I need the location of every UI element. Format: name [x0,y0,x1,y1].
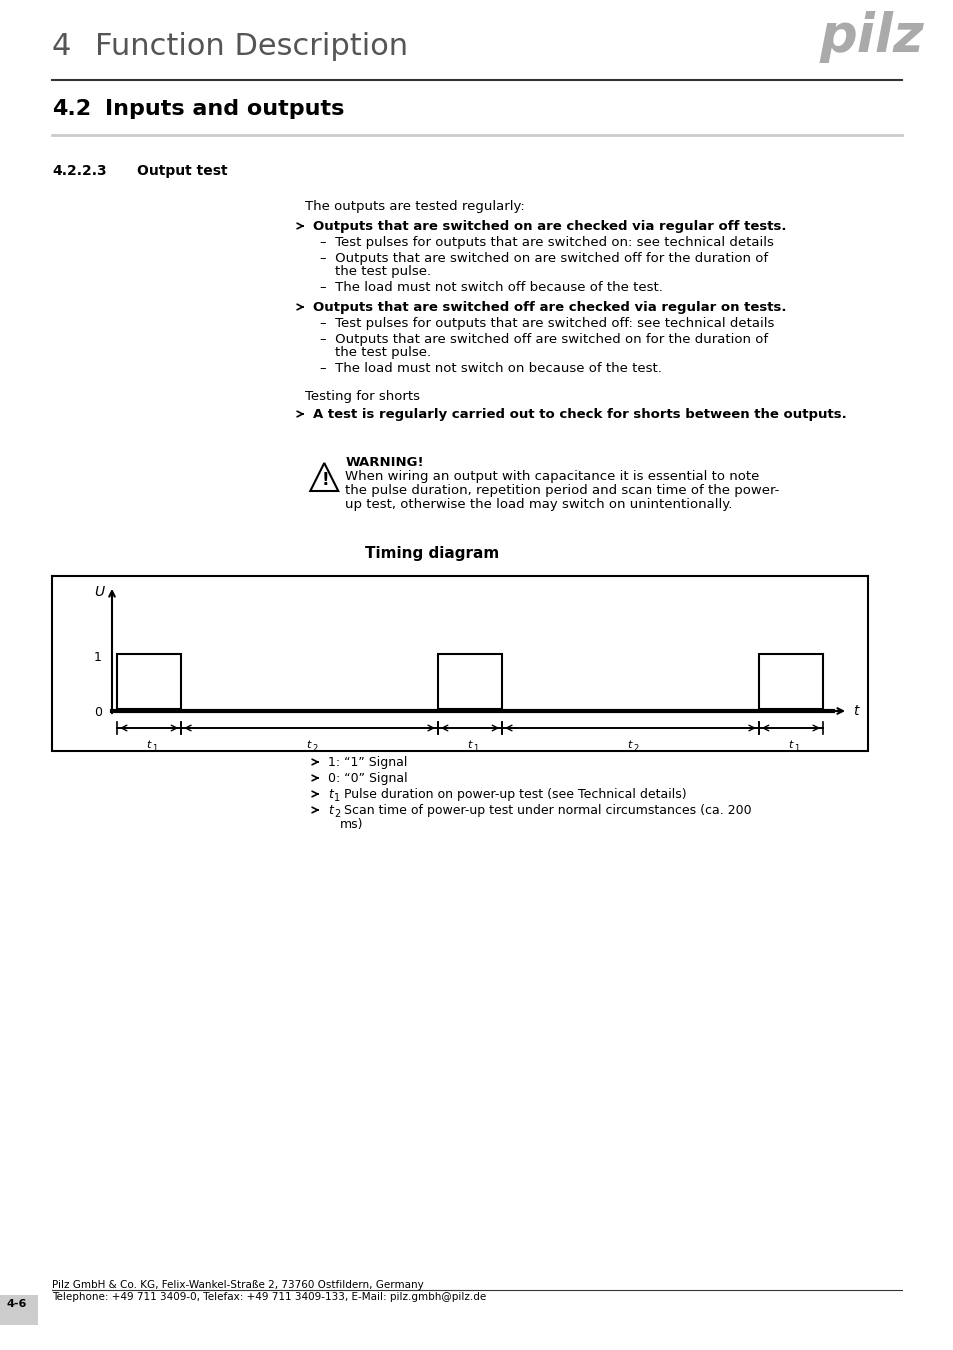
Text: Testing for shorts: Testing for shorts [305,390,420,404]
Text: Function Description: Function Description [95,32,408,61]
Text: t: t [328,805,333,817]
Text: t: t [306,740,311,751]
Text: –  Outputs that are switched on are switched off for the duration of: – Outputs that are switched on are switc… [320,252,767,265]
Text: the test pulse.: the test pulse. [335,346,431,359]
Text: WARNING!: WARNING! [345,456,423,468]
Text: The outputs are tested regularly:: The outputs are tested regularly: [305,200,524,213]
Text: Output test: Output test [137,163,228,178]
Text: –  The load must not switch off because of the test.: – The load must not switch off because o… [320,281,662,294]
Text: the test pulse.: the test pulse. [335,265,431,278]
FancyBboxPatch shape [0,1295,38,1324]
Text: U: U [94,585,104,599]
Text: 0: “0” Signal: 0: “0” Signal [328,772,408,784]
Text: Outputs that are switched on are checked via regular off tests.: Outputs that are switched on are checked… [313,220,786,234]
Text: t: t [328,788,333,801]
Text: ms): ms) [340,818,363,832]
Text: 1: 1 [793,744,799,753]
Text: 2: 2 [313,744,317,753]
Text: t: t [852,703,858,718]
Text: 4.2: 4.2 [52,99,91,119]
Text: pilz: pilz [820,11,923,63]
Text: –  Test pulses for outputs that are switched off: see technical details: – Test pulses for outputs that are switc… [320,317,774,329]
Text: A test is regularly carried out to check for shorts between the outputs.: A test is regularly carried out to check… [313,408,846,421]
Bar [117,653,181,709]
Text: t: t [627,740,631,751]
Bar [437,653,501,709]
Text: t: t [787,740,791,751]
FancyBboxPatch shape [52,576,867,751]
Text: 4: 4 [52,32,71,61]
Text: 1: 1 [473,744,477,753]
Text: 2: 2 [633,744,639,753]
Text: 0: 0 [94,706,102,720]
Text: Scan time of power-up test under normal circumstances (ca. 200: Scan time of power-up test under normal … [340,805,751,817]
Text: t: t [146,740,151,751]
Bar [758,653,822,709]
Text: 1: 1 [152,744,157,753]
Text: 2: 2 [334,809,340,819]
Text: Pilz GmbH & Co. KG, Felix-Wankel-Straße 2, 73760 Ostfildern, Germany
Telephone: : Pilz GmbH & Co. KG, Felix-Wankel-Straße … [52,1280,486,1301]
Text: Timing diagram: Timing diagram [365,545,499,562]
Text: Pulse duration on power-up test (see Technical details): Pulse duration on power-up test (see Tec… [340,788,686,801]
Text: 4.2.2.3: 4.2.2.3 [52,163,107,178]
Text: –  The load must not switch on because of the test.: – The load must not switch on because of… [320,362,661,375]
Text: t: t [467,740,471,751]
Text: !: ! [321,471,329,489]
Text: the pulse duration, repetition period and scan time of the power-: the pulse duration, repetition period an… [345,485,779,497]
Text: Outputs that are switched off are checked via regular on tests.: Outputs that are switched off are checke… [313,301,786,315]
Text: 1: 1 [334,792,340,803]
Text: 1: “1” Signal: 1: “1” Signal [328,756,407,770]
Text: –  Test pulses for outputs that are switched on: see technical details: – Test pulses for outputs that are switc… [320,236,773,248]
Text: When wiring an output with capacitance it is essential to note: When wiring an output with capacitance i… [345,470,759,483]
Text: 1: 1 [94,651,102,664]
Text: –  Outputs that are switched off are switched on for the duration of: – Outputs that are switched off are swit… [320,333,767,346]
Text: 4-6: 4-6 [7,1299,28,1310]
Text: up test, otherwise the load may switch on unintentionally.: up test, otherwise the load may switch o… [345,498,732,512]
Text: Inputs and outputs: Inputs and outputs [105,99,344,119]
